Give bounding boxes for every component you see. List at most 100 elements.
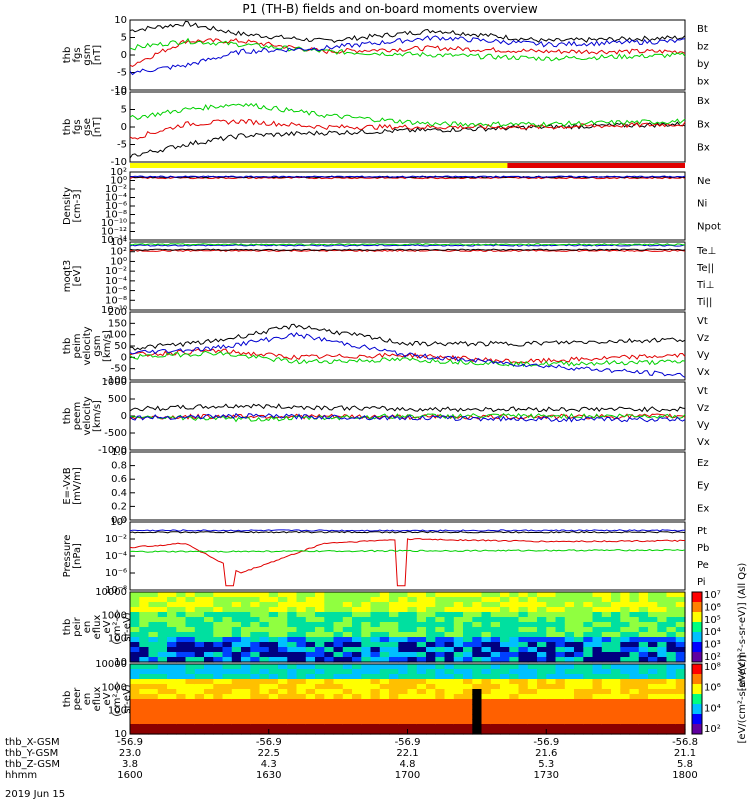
heatmap-cell bbox=[509, 622, 520, 628]
colorbar-segment bbox=[692, 622, 702, 633]
heatmap-cell bbox=[629, 724, 640, 730]
heatmap-cell bbox=[472, 637, 483, 643]
heatmap-cell bbox=[139, 612, 150, 618]
heatmap-cell bbox=[148, 689, 159, 695]
heatmap-cell bbox=[315, 704, 325, 710]
heatmap-cell bbox=[546, 607, 557, 613]
heatmap-cell bbox=[426, 719, 436, 725]
heatmap-cell bbox=[361, 669, 372, 675]
heatmap-cell bbox=[333, 704, 344, 710]
heatmap-cell bbox=[352, 694, 362, 700]
heatmap-cell bbox=[139, 657, 150, 663]
heatmap-cell bbox=[620, 602, 631, 608]
heatmap-cell bbox=[666, 652, 677, 658]
heatmap-cell bbox=[268, 689, 279, 695]
heatmap-cell bbox=[305, 652, 316, 658]
heatmap-cell bbox=[148, 592, 159, 598]
heatmap-cell bbox=[176, 652, 187, 658]
heatmap-cell bbox=[315, 642, 325, 648]
heatmap-cell bbox=[453, 704, 464, 710]
heatmap-cell bbox=[537, 704, 547, 710]
heatmap-cell bbox=[675, 724, 686, 730]
heatmap-cell bbox=[592, 664, 603, 670]
heatmap-cell bbox=[278, 664, 288, 670]
y-tick-label: 10 bbox=[114, 15, 127, 26]
heatmap-cell bbox=[463, 592, 473, 598]
heatmap-cell bbox=[176, 647, 187, 653]
heatmap-cell bbox=[287, 622, 298, 628]
heatmap-cell bbox=[407, 704, 418, 710]
heatmap-cell bbox=[592, 657, 603, 663]
heatmap-cell bbox=[148, 694, 159, 700]
heatmap-cell bbox=[167, 627, 177, 633]
heatmap-cell bbox=[241, 689, 251, 695]
x-row-value: 1600 bbox=[117, 770, 142, 781]
heatmap-cell bbox=[564, 684, 575, 690]
heatmap-cell bbox=[601, 592, 612, 598]
heatmap-cell bbox=[278, 602, 288, 608]
heatmap-cell bbox=[379, 612, 390, 618]
heatmap-cell bbox=[620, 632, 631, 638]
heatmap-cell bbox=[167, 689, 177, 695]
heatmap-cell bbox=[315, 674, 325, 680]
heatmap-cell bbox=[564, 617, 575, 623]
heatmap-cell bbox=[500, 657, 510, 663]
heatmap-cell bbox=[379, 647, 390, 653]
heatmap-cell bbox=[592, 597, 603, 603]
heatmap-cell bbox=[305, 709, 316, 715]
heatmap-cell bbox=[638, 674, 649, 680]
heatmap-cell bbox=[675, 699, 686, 705]
heatmap-cell bbox=[250, 657, 261, 663]
heatmap-cell bbox=[259, 652, 270, 658]
heatmap-cell bbox=[416, 709, 427, 715]
heatmap-cell bbox=[638, 657, 649, 663]
heatmap-cell bbox=[629, 657, 640, 663]
heatmap-cell bbox=[546, 724, 557, 730]
heatmap-cell bbox=[231, 674, 242, 680]
heatmap-cell bbox=[426, 704, 436, 710]
heatmap-cell bbox=[518, 607, 529, 613]
heatmap-cell bbox=[546, 679, 557, 685]
heatmap-cell bbox=[675, 714, 686, 720]
heatmap-cell bbox=[268, 642, 279, 648]
heatmap-cell bbox=[324, 652, 335, 658]
heatmap-cell bbox=[222, 647, 233, 653]
heatmap-cell bbox=[296, 607, 307, 613]
series-line-Vz bbox=[129, 348, 686, 364]
heatmap-cell bbox=[583, 657, 594, 663]
heatmap-cell bbox=[370, 632, 381, 638]
panel-frame bbox=[129, 311, 686, 381]
y-tick-label: 10⁻¹² bbox=[101, 227, 127, 238]
heatmap-cell bbox=[241, 709, 251, 715]
heatmap-cell bbox=[453, 647, 464, 653]
y-tick-label: 0.4 bbox=[111, 488, 127, 499]
heatmap-cell bbox=[666, 694, 677, 700]
heatmap-cell bbox=[222, 612, 233, 618]
heatmap-cell bbox=[398, 724, 409, 730]
heatmap-cell bbox=[546, 617, 557, 623]
heatmap-cell bbox=[546, 704, 557, 710]
heatmap-cell bbox=[389, 617, 399, 623]
heatmap-cell bbox=[204, 607, 214, 613]
heatmap-cell bbox=[463, 632, 473, 638]
heatmap-cell bbox=[500, 724, 510, 730]
heatmap-cell bbox=[546, 689, 557, 695]
y-tick-label: 10⁻⁴ bbox=[105, 551, 127, 562]
heatmap-cell bbox=[490, 657, 501, 663]
heatmap-cell bbox=[213, 674, 224, 680]
y-tick-label: 0 bbox=[121, 122, 127, 133]
heatmap-cell bbox=[453, 729, 464, 735]
heatmap-cell bbox=[342, 714, 353, 720]
heatmap-cell bbox=[629, 694, 640, 700]
heatmap-cell bbox=[416, 642, 427, 648]
heatmap-cell bbox=[342, 689, 353, 695]
heatmap-cell bbox=[379, 632, 390, 638]
heatmap-cell bbox=[194, 642, 205, 648]
colorbar-frame bbox=[691, 591, 703, 663]
heatmap-cell bbox=[148, 597, 159, 603]
heatmap-cell bbox=[176, 632, 187, 638]
heatmap-cell bbox=[463, 637, 473, 643]
heatmap-cell bbox=[416, 674, 427, 680]
heatmap-cell bbox=[555, 642, 566, 648]
heatmap-cell bbox=[342, 679, 353, 685]
